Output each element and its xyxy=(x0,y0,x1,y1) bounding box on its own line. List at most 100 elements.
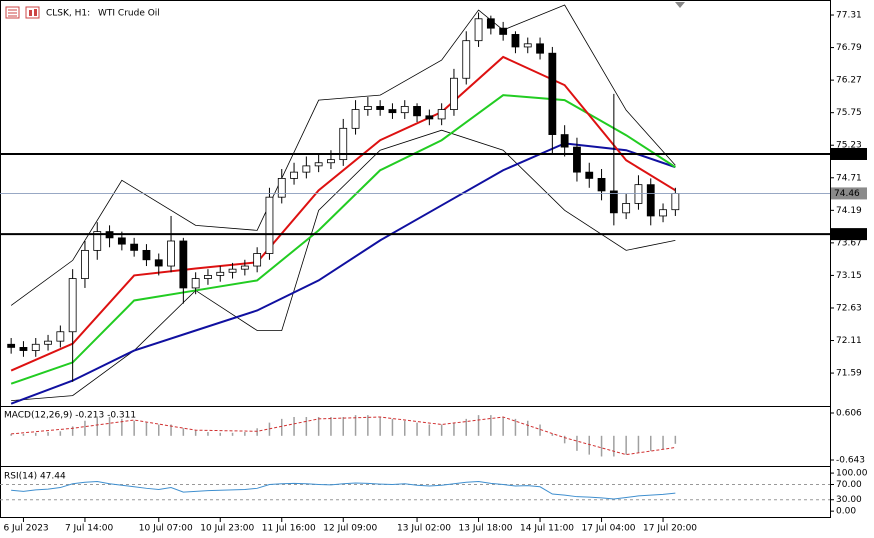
histogram-bar xyxy=(305,416,308,436)
price-box xyxy=(831,187,867,200)
symbol: CLSK, H1: xyxy=(46,9,90,19)
toolbar-icons xyxy=(5,6,40,19)
histogram-bar xyxy=(281,418,283,436)
candle-body xyxy=(462,40,471,79)
candle-body xyxy=(413,106,421,117)
x-tick-label: 14 Jul 11:00 xyxy=(520,524,574,534)
icon xyxy=(25,6,40,19)
y-tick-label: 76.79 xyxy=(836,43,862,53)
histogram-bar xyxy=(59,431,62,436)
candle-body xyxy=(400,106,409,114)
y-tick-label: 30.00 xyxy=(836,495,862,505)
x-tick-label: 7 Jul 14:00 xyxy=(65,524,114,534)
candle-body xyxy=(81,249,89,279)
y-tick-label: 0.606 xyxy=(836,409,862,419)
candle-body xyxy=(216,271,225,276)
candle-body xyxy=(314,162,323,167)
line xyxy=(11,416,676,456)
plot xyxy=(7,4,680,405)
shift-marker xyxy=(675,2,685,8)
candle-body xyxy=(486,18,495,29)
candle-body xyxy=(277,178,286,198)
histogram-bar xyxy=(158,424,160,436)
candle-body xyxy=(19,347,28,351)
candle-body xyxy=(659,209,667,217)
candle-body xyxy=(499,27,508,35)
y-tick-label: 72.63 xyxy=(836,303,862,313)
candle-body xyxy=(671,193,680,211)
candle-body xyxy=(240,265,249,270)
histogram-bar xyxy=(453,422,455,436)
histogram-bar xyxy=(219,432,221,436)
histogram-bar xyxy=(637,435,640,453)
y-tick-label: 73.15 xyxy=(836,271,862,281)
histogram-bar xyxy=(317,416,320,436)
candle-body xyxy=(351,109,360,129)
x-tick-label: 6 Jul 2023 xyxy=(3,524,48,534)
x-tick-label: 17 Jul 20:00 xyxy=(643,524,697,534)
candle-body xyxy=(376,106,385,110)
histogram-bar xyxy=(194,430,197,436)
y-tick-label: 70.00 xyxy=(836,480,862,490)
level-box xyxy=(831,228,867,241)
frame xyxy=(0,0,831,518)
x-tick-label: 12 Jul 09:00 xyxy=(323,524,377,534)
candle-body xyxy=(339,127,348,161)
candle-body xyxy=(646,184,655,217)
candle-body xyxy=(622,203,631,214)
candle-body xyxy=(204,275,212,279)
histogram-bar xyxy=(293,416,295,436)
histogram-bar xyxy=(600,435,603,457)
candle-body xyxy=(597,178,606,192)
x-tick-label: 13 Jul 02:00 xyxy=(397,524,451,534)
rsi-line xyxy=(11,480,676,500)
histogram-bar xyxy=(588,435,590,455)
level-label: 73.81 xyxy=(834,230,860,240)
candle-body xyxy=(560,134,569,148)
candle-body xyxy=(511,34,520,48)
x-tick-label: 10 Jul 23:00 xyxy=(200,524,254,534)
histogram-bar xyxy=(121,418,123,436)
histogram-bar xyxy=(576,435,578,451)
candle-body xyxy=(117,237,126,245)
icon-bar xyxy=(29,10,32,16)
line xyxy=(10,55,676,372)
histogram-bar xyxy=(96,416,98,436)
histogram-bar xyxy=(539,424,541,436)
x-tick-label: 10 Jul 07:00 xyxy=(139,524,193,534)
candle-body xyxy=(327,159,335,164)
histogram-bar xyxy=(256,428,258,436)
line xyxy=(10,94,676,385)
candle-body xyxy=(130,243,139,251)
histogram-bar xyxy=(502,416,504,436)
y-tick-label: 75.23 xyxy=(836,141,862,151)
histogram-bar xyxy=(71,426,74,436)
histogram-bar xyxy=(514,418,517,436)
histogram-bar xyxy=(428,424,431,436)
candle-body xyxy=(450,77,458,110)
histogram-bar xyxy=(490,415,492,436)
y-tick-label: 77.31 xyxy=(836,11,862,21)
histogram-bar xyxy=(477,415,480,436)
histogram-bar xyxy=(330,416,332,436)
icon-bar xyxy=(34,9,37,16)
indicator-label: RSI(14) 47.44 xyxy=(4,472,66,482)
candle-body xyxy=(536,43,544,54)
histogram-bar xyxy=(465,418,467,436)
candle-body xyxy=(437,109,446,120)
candle-body xyxy=(179,240,188,289)
level-box xyxy=(831,147,867,160)
candle-body xyxy=(363,106,372,110)
candle-body xyxy=(634,184,643,204)
histogram-bar xyxy=(108,416,111,436)
candle-body xyxy=(253,253,262,267)
candle-body xyxy=(142,249,151,261)
histogram-bar xyxy=(22,433,25,436)
candle-body xyxy=(167,240,175,267)
candle-body xyxy=(425,115,434,120)
candle-body xyxy=(523,43,532,48)
candle-body xyxy=(388,109,397,114)
histogram-bar xyxy=(613,435,615,457)
